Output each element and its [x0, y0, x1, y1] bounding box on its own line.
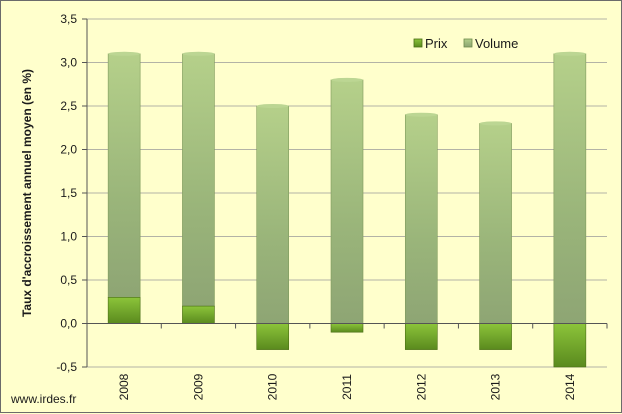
bars-group	[107, 51, 587, 368]
bar-prix	[256, 323, 290, 350]
legend-label-volume: Volume	[475, 36, 518, 51]
x-tick-labels: 2008 2009 2010 2011 2012 2013 2014	[117, 373, 577, 400]
y-tick-label: 2,0	[60, 143, 77, 157]
bar-prix	[553, 323, 587, 368]
x-tick-label: 2012	[414, 373, 428, 400]
bar-volume	[479, 123, 512, 324]
x-tick-label: 2010	[266, 373, 280, 400]
bar-prix	[107, 297, 141, 324]
bar-prix	[330, 323, 364, 333]
bar-prix	[404, 323, 438, 350]
y-tick-label: 0,5	[60, 273, 77, 287]
bar-prix	[479, 323, 512, 350]
x-tick-label: 2013	[489, 373, 503, 400]
y-axis-label: Taux d'accroissement annuel moyen (en %)	[20, 69, 34, 317]
bar-volume	[330, 79, 364, 324]
y-tick-label: 2,5	[60, 99, 77, 113]
y-tick-label: 1,0	[60, 230, 77, 244]
x-tick-label: 2014	[563, 373, 577, 400]
x-tick-label: 2009	[191, 373, 205, 400]
bar-volume	[256, 105, 290, 324]
bar-volume	[182, 53, 215, 307]
y-tick-label: 1,5	[60, 186, 77, 200]
y-tick-label: -0,5	[56, 360, 77, 374]
legend-swatch-volume	[463, 38, 473, 48]
legend: Prix Volume	[413, 36, 518, 51]
legend-swatch-prix	[413, 38, 423, 48]
source-label: www.irdes.fr	[10, 392, 76, 406]
axes	[86, 19, 608, 367]
x-tick-label: 2008	[117, 373, 131, 400]
y-tick-label: 0,0	[60, 317, 77, 331]
y-tick-labels: 3,5 3,0 2,5 2,0 1,5 1,0 0,5 0,0 -0,5	[56, 12, 77, 374]
bar-volume	[404, 114, 438, 324]
y-tick-label: 3,5	[60, 12, 77, 26]
legend-label-prix: Prix	[425, 36, 448, 51]
bar-volume	[107, 53, 141, 298]
x-tick-label: 2011	[340, 374, 354, 400]
y-tick-label: 3,0	[60, 56, 77, 70]
bar-prix	[182, 305, 215, 324]
bar-volume	[553, 53, 587, 324]
